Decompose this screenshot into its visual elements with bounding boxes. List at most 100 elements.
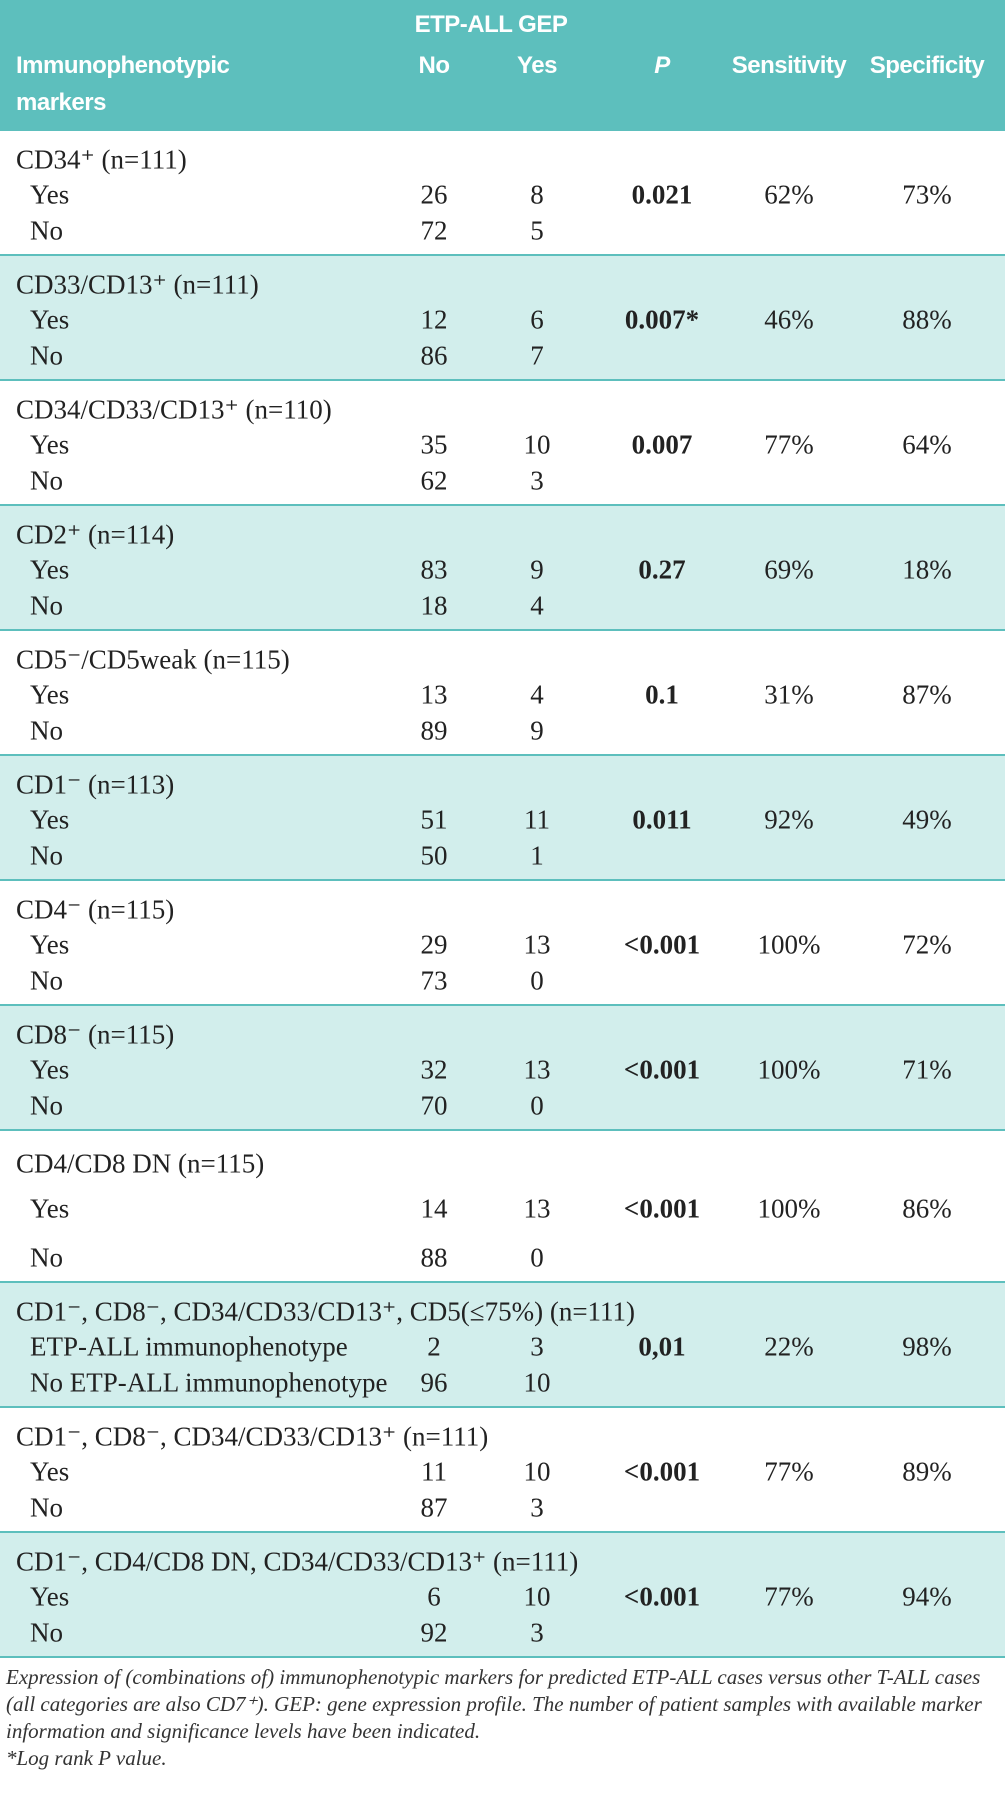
table-group: CD4⁻ (n=115) Yes 29 13 No 73 0 <0.001 100% 72%: [0, 881, 1005, 1006]
group-label: CD2⁺ (n=114): [16, 519, 175, 550]
row-label: Yes: [30, 1193, 70, 1224]
row-label: No: [30, 1242, 63, 1273]
row-label: No: [30, 1492, 63, 1523]
table-group: CD34⁺ (n=111) Yes 26 8 No 72 5 0.021 62% 73%: [0, 131, 1005, 256]
footnote: Expression of (combinations of) immunoph…: [6, 1664, 1001, 1772]
sensitivity: 77%: [764, 1581, 814, 1612]
count-no: 29: [420, 929, 448, 960]
group-label: CD34⁺ (n=111): [16, 144, 187, 175]
sensitivity: 31%: [764, 679, 814, 710]
count-yes: 9: [530, 554, 544, 585]
specificity: 87%: [902, 679, 952, 710]
count-no: 35: [420, 429, 448, 460]
row-label: Yes: [30, 1581, 70, 1612]
count-no: 62: [420, 465, 448, 496]
count-yes: 10: [523, 1367, 551, 1398]
group-label: CD5⁻/CD5weak (n=115): [16, 644, 290, 675]
group-label: CD4⁻ (n=115): [16, 894, 175, 925]
count-no: 32: [420, 1054, 448, 1085]
table-group: CD1⁻, CD8⁻, CD34/CD33/CD13⁺ (n=111) Yes 11…: [0, 1408, 1005, 1533]
count-no: 83: [420, 554, 448, 585]
header-p: P: [654, 52, 670, 79]
specificity: 98%: [902, 1331, 952, 1362]
specificity: 71%: [902, 1054, 952, 1085]
count-no: 50: [420, 840, 448, 871]
count-yes: 13: [523, 1054, 551, 1085]
count-yes: 4: [530, 590, 544, 621]
count-no: 6: [427, 1581, 441, 1612]
count-no: 70: [420, 1090, 448, 1121]
header-specificity: Specificity: [869, 52, 985, 79]
specificity: 49%: [902, 804, 952, 835]
header-marker: markers: [16, 89, 106, 116]
count-no: 92: [420, 1617, 448, 1648]
count-yes: 11: [524, 804, 550, 835]
table-group: CD2⁺ (n=114) Yes 83 9 No 18 4 0.27 69% 18%: [0, 506, 1005, 631]
group-label: CD34/CD33/CD13⁺ (n=110): [16, 394, 332, 425]
p-value: <0.001: [623, 1193, 701, 1224]
count-yes: 10: [523, 429, 551, 460]
count-no: 73: [420, 965, 448, 996]
header-sensitivity: Sensitivity: [731, 52, 847, 79]
sensitivity: 62%: [764, 179, 814, 210]
p-value: <0.001: [623, 929, 701, 960]
count-no: 89: [420, 715, 448, 746]
count-no: 26: [420, 179, 448, 210]
count-no: 72: [420, 215, 448, 246]
row-label: No ETP-ALL immunophenotype: [30, 1367, 388, 1398]
count-yes: 3: [530, 1331, 544, 1362]
p-value: 0.007*: [624, 304, 700, 335]
sensitivity: 100%: [757, 1193, 821, 1224]
group-label: CD33/CD13⁺ (n=111): [16, 269, 259, 300]
table-group: CD33/CD13⁺ (n=111) Yes 12 6 No 86 7 0.007* 46% 88…: [0, 256, 1005, 381]
header-no: No: [418, 52, 451, 79]
header-yes: Yes: [517, 52, 557, 79]
row-label: Yes: [30, 1054, 70, 1085]
group-label: CD1⁻, CD8⁻, CD34/CD33/CD13⁺ (n=111): [16, 1421, 489, 1452]
count-yes: 7: [530, 340, 544, 371]
footnote-note: *Log rank P value.: [6, 1746, 167, 1770]
row-label: ETP-ALL immunophenotype: [30, 1331, 348, 1362]
specificity: 73%: [902, 179, 952, 210]
p-value: 0.021: [631, 179, 693, 210]
count-yes: 3: [530, 465, 544, 496]
table-group: CD4/CD8 DN (n=115) Yes 14 13 No 88 0 <0.001 100%…: [0, 1131, 1005, 1283]
sensitivity: 100%: [757, 929, 821, 960]
row-label: Yes: [30, 804, 70, 835]
header-marker: Immunophenotypic: [16, 52, 230, 79]
specificity: 89%: [902, 1456, 952, 1487]
count-no: 12: [420, 304, 448, 335]
row-label: Yes: [30, 679, 70, 710]
row-label: No: [30, 965, 63, 996]
specificity: 72%: [902, 929, 952, 960]
p-value: 0.011: [632, 804, 692, 835]
row-label: Yes: [30, 554, 70, 585]
group-label: CD8⁻ (n=115): [16, 1019, 175, 1050]
specificity: 88%: [902, 304, 952, 335]
p-value: <0.001: [623, 1456, 701, 1487]
count-yes: 3: [530, 1617, 544, 1648]
table-header: ETP-ALL GEP Immunophenotypic markers No Yes P…: [0, 0, 1005, 131]
footnote-text: Expression of (combinations of) immunoph…: [6, 1665, 982, 1743]
p-value: 0.27: [638, 554, 686, 585]
sensitivity: 77%: [764, 1456, 814, 1487]
count-no: 86: [420, 340, 448, 371]
count-yes: 13: [523, 1193, 551, 1224]
table-group: CD1⁻ (n=113) Yes 51 11 No 50 1 0.011 92% 49%: [0, 756, 1005, 881]
row-label: No: [30, 465, 63, 496]
specificity: 86%: [902, 1193, 952, 1224]
row-label: No: [30, 1617, 63, 1648]
count-yes: 1: [530, 840, 544, 871]
table-group: CD34/CD33/CD13⁺ (n=110) Yes 35 10 No 62 3 0.007…: [0, 381, 1005, 506]
specificity: 64%: [902, 429, 952, 460]
p-value: <0.001: [623, 1054, 701, 1085]
count-no: 11: [421, 1456, 447, 1487]
count-yes: 10: [523, 1581, 551, 1612]
p-value: <0.001: [623, 1581, 701, 1612]
sensitivity: 69%: [764, 554, 814, 585]
count-yes: 4: [530, 679, 544, 710]
row-label: No: [30, 1090, 63, 1121]
p-value: 0.007: [631, 429, 693, 460]
row-label: Yes: [30, 429, 70, 460]
